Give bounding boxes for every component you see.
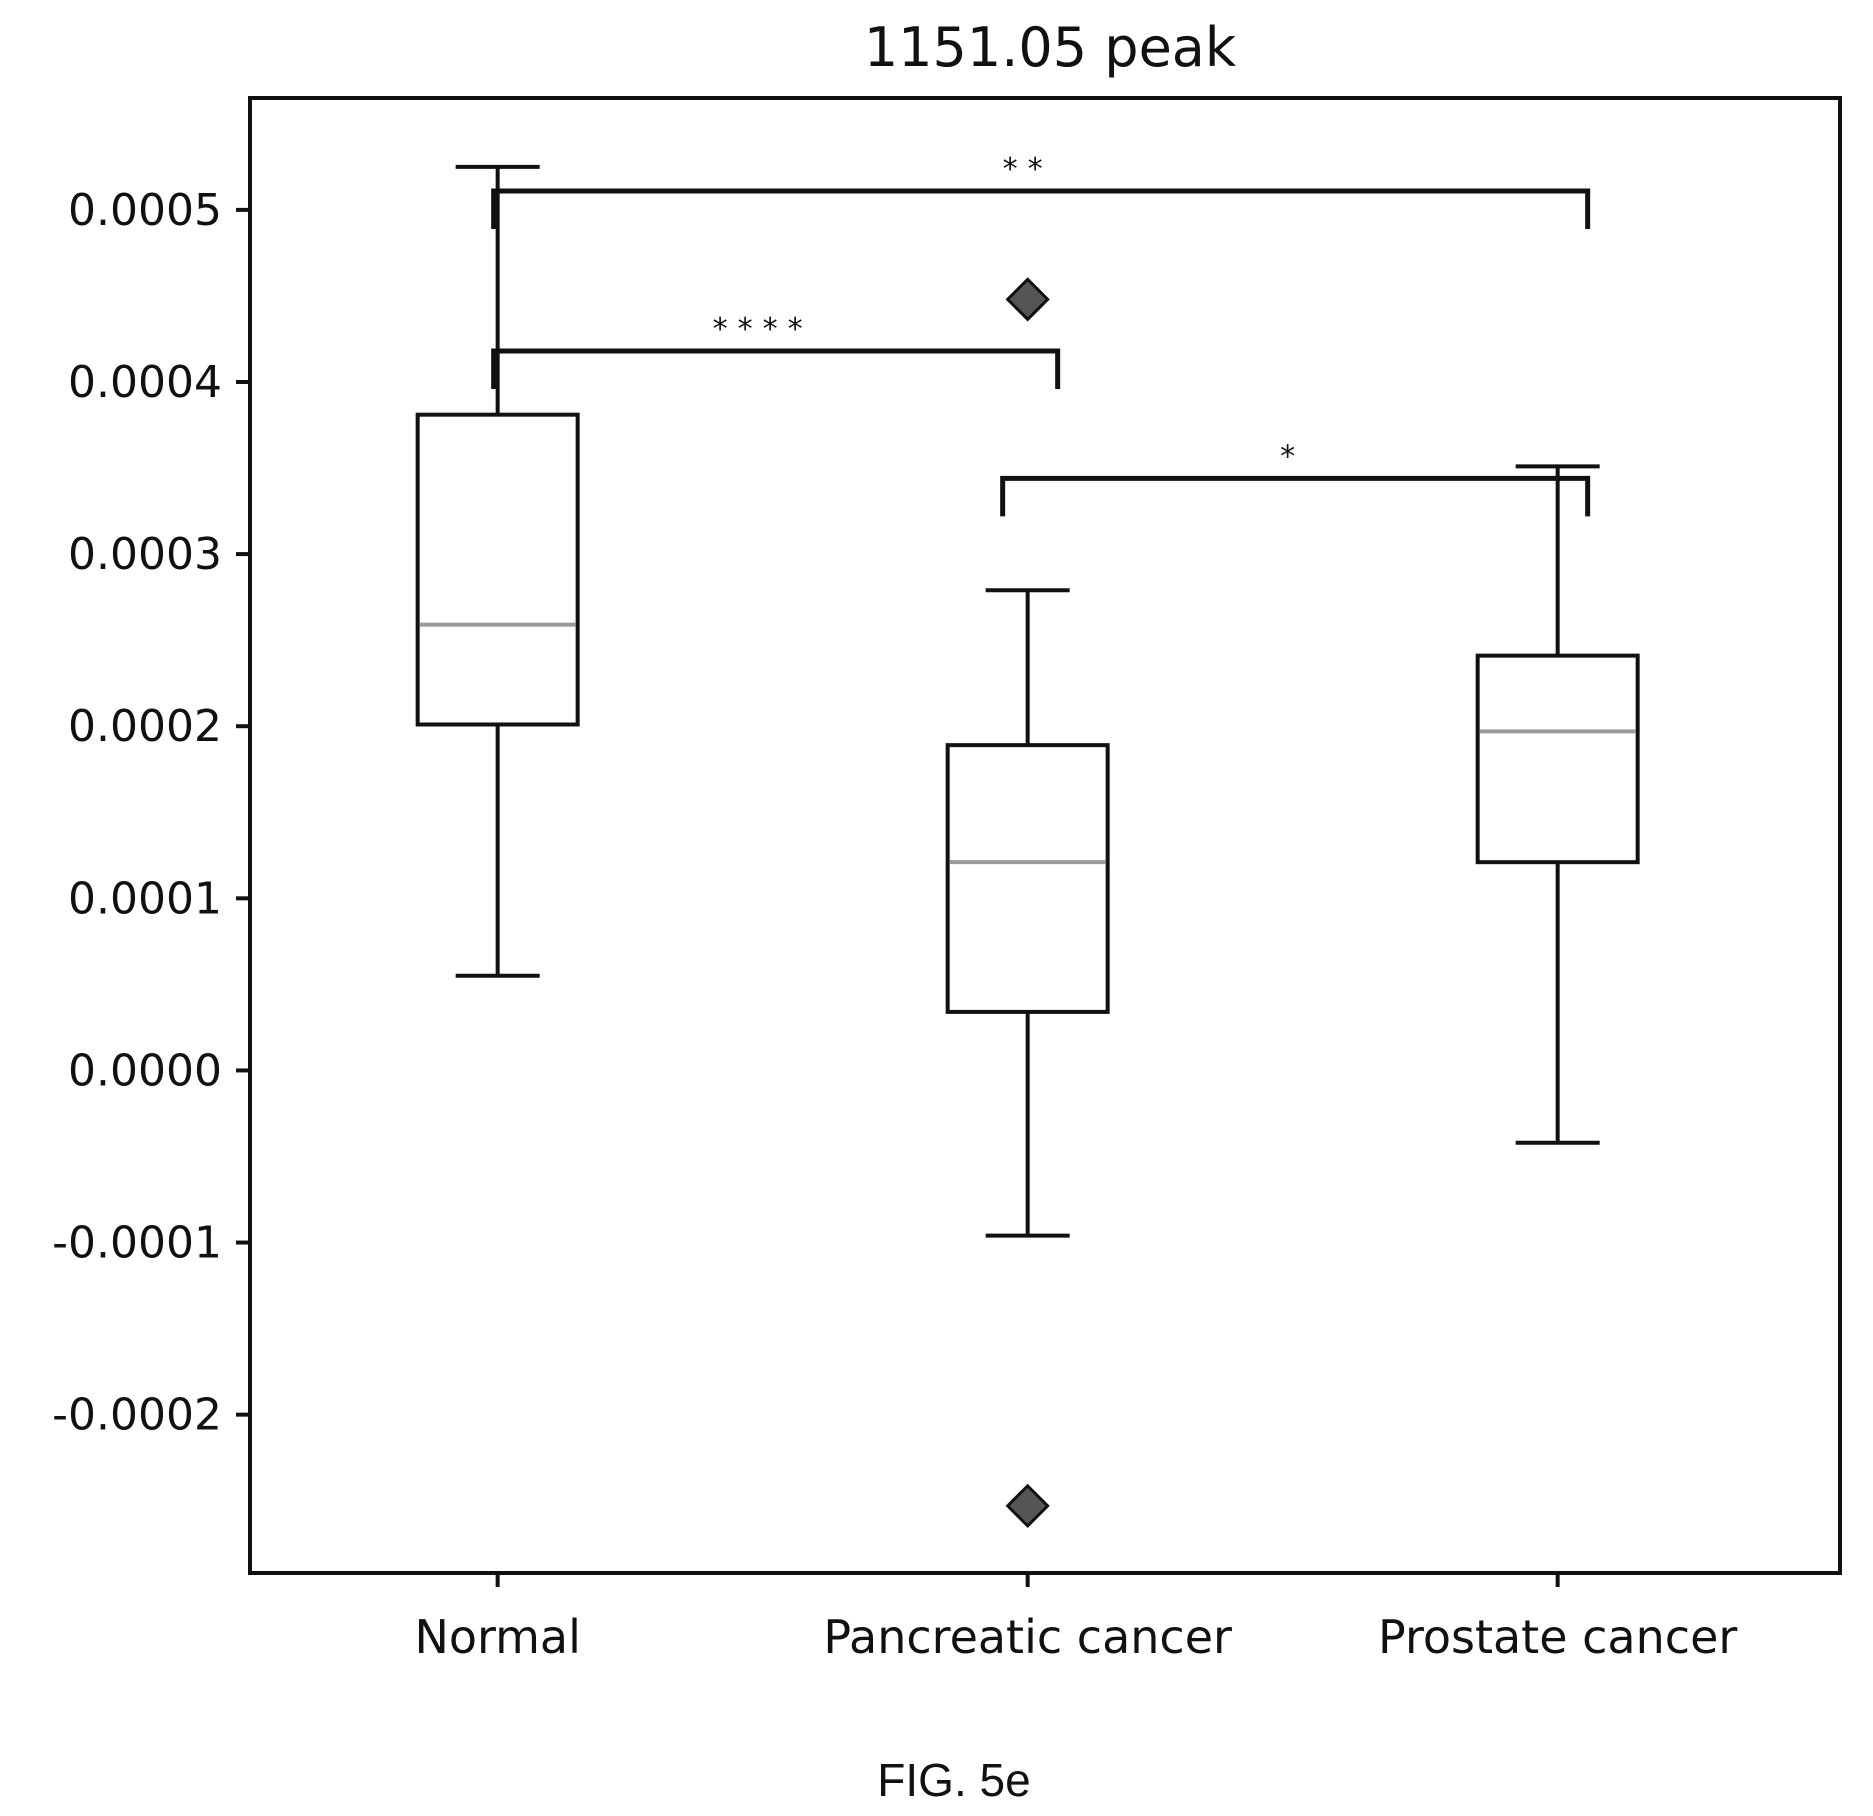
bracket-line [491,348,1061,390]
significance-brackets: ******* [491,152,1591,517]
box-iqr [1475,653,1640,865]
x-category-label: Prostate cancer [1378,1610,1737,1664]
box-normal [415,164,580,978]
significance-stars: * [1280,439,1305,474]
outlier-point [1005,277,1050,322]
y-tick-label: 0.0004 [68,357,222,408]
significance-bracket: * [1000,439,1591,517]
bracket-line [491,188,1591,229]
box-series [415,164,1640,1528]
significance-bracket: **** [491,312,1061,390]
y-tick-label: -0.0002 [52,1390,222,1441]
plot-frame [248,96,1842,1575]
significance-stars: ** [1003,152,1053,187]
x-axis: Normal Pancreatic cancer Prostate cancer [414,1573,1737,1664]
box-pancreatic-cancer [945,277,1110,1528]
y-tick-label: 0.0002 [68,701,222,752]
box-iqr [945,743,1110,1014]
y-tick-label: -0.0001 [52,1218,222,1269]
bracket-line [1000,475,1591,517]
y-tick-label: 0.0000 [68,1045,222,1096]
x-category-label: Pancreatic cancer [823,1610,1232,1664]
y-axis: 0.0005 0.0004 0.0003 0.0002 0.0001 0.0000 -0.0… [52,185,250,1441]
y-tick-label: 0.0001 [68,873,222,924]
box-prostate-cancer [1475,464,1640,1145]
chart-title: 1151.05 peak [864,16,1237,79]
y-tick-label: 0.0005 [68,185,222,236]
figure-caption: FIG. 5e [877,1754,1030,1806]
outlier-point [1005,1483,1050,1528]
x-category-label: Normal [414,1610,580,1664]
box-iqr [415,412,580,727]
y-tick-label: 0.0003 [68,529,222,580]
significance-bracket: ** [491,152,1591,229]
significance-stars: **** [713,312,813,347]
